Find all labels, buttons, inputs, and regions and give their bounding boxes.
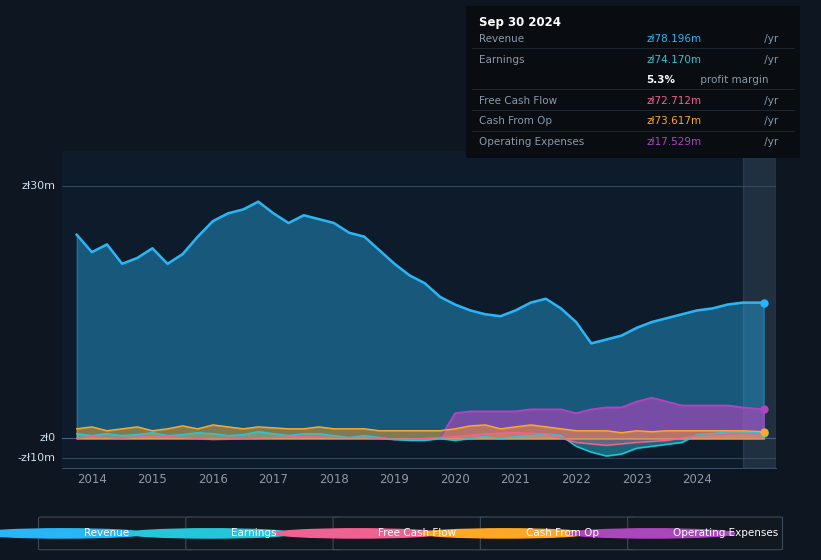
Text: /yr: /yr	[761, 34, 778, 44]
Circle shape	[0, 529, 146, 538]
Text: zł17.529m: zł17.529m	[646, 137, 701, 147]
Text: zł78.196m: zł78.196m	[646, 34, 701, 44]
Text: zł74.170m: zł74.170m	[646, 55, 701, 64]
Circle shape	[274, 529, 440, 538]
Text: zł72.712m: zł72.712m	[646, 96, 701, 106]
Bar	[743, 151, 776, 468]
Text: /yr: /yr	[761, 96, 778, 106]
Text: 5.3%: 5.3%	[646, 75, 676, 85]
Text: /yr: /yr	[761, 116, 778, 127]
Text: Earnings: Earnings	[232, 529, 277, 538]
Text: zł73.617m: zł73.617m	[646, 116, 701, 127]
Text: Cash From Op: Cash From Op	[525, 529, 599, 538]
Text: Operating Expenses: Operating Expenses	[673, 529, 778, 538]
Text: -zł10m: -zł10m	[18, 453, 56, 463]
Text: Free Cash Flow: Free Cash Flow	[479, 96, 557, 106]
Text: zł30m: zł30m	[22, 181, 56, 191]
Circle shape	[569, 529, 735, 538]
Text: /yr: /yr	[761, 137, 778, 147]
Text: Free Cash Flow: Free Cash Flow	[378, 529, 456, 538]
Text: profit margin: profit margin	[697, 75, 768, 85]
Text: Earnings: Earnings	[479, 55, 525, 64]
FancyBboxPatch shape	[39, 517, 193, 550]
Circle shape	[127, 529, 293, 538]
Text: Sep 30 2024: Sep 30 2024	[479, 16, 561, 29]
Text: Operating Expenses: Operating Expenses	[479, 137, 585, 147]
Text: /yr: /yr	[761, 55, 778, 64]
Circle shape	[421, 529, 588, 538]
FancyBboxPatch shape	[480, 517, 635, 550]
Text: Cash From Op: Cash From Op	[479, 116, 552, 127]
Text: zł0: zł0	[39, 433, 56, 444]
FancyBboxPatch shape	[333, 517, 488, 550]
FancyBboxPatch shape	[186, 517, 341, 550]
Text: Revenue: Revenue	[84, 529, 129, 538]
Text: Revenue: Revenue	[479, 34, 524, 44]
FancyBboxPatch shape	[628, 517, 782, 550]
